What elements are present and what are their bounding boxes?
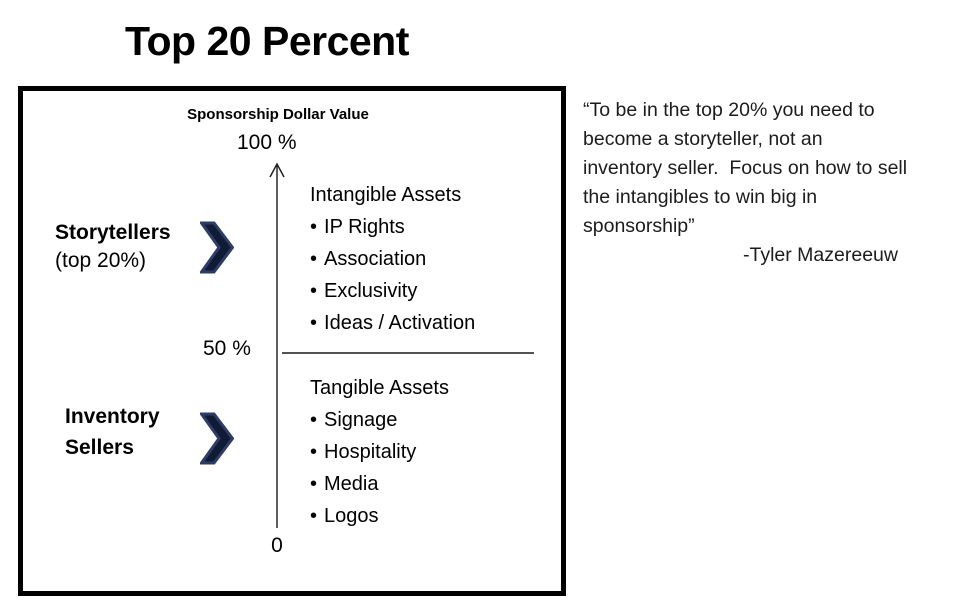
quote-line: the intangibles to win big in bbox=[583, 186, 818, 208]
list-item: • IP Rights bbox=[310, 211, 475, 243]
quote-attribution: -Tyler Mazereeuw bbox=[743, 244, 898, 266]
axis-tick-50: 50 % bbox=[203, 337, 251, 360]
list-item-label: Hospitality bbox=[324, 441, 417, 463]
list-item: • Signage bbox=[310, 404, 449, 436]
bullet-icon: • bbox=[310, 248, 318, 270]
bullet-icon: • bbox=[310, 280, 318, 302]
value-axis bbox=[269, 162, 534, 528]
axis-tick-0: 0 bbox=[271, 534, 283, 557]
list-item: • Ideas / Activation bbox=[310, 307, 475, 339]
quote-line: inventory seller. Focus on how to sell bbox=[583, 157, 908, 179]
storytellers-subtitle: (top 20%) bbox=[55, 249, 147, 272]
tangible-assets-header: Tangible Assets bbox=[310, 377, 449, 399]
storytellers-chevron-icon bbox=[200, 221, 234, 274]
axis-title: Sponsorship Dollar Value bbox=[187, 106, 369, 123]
bullet-icon: • bbox=[310, 505, 318, 527]
intangible-assets-header: Intangible Assets bbox=[310, 184, 462, 206]
inventory-chevron-icon bbox=[200, 412, 234, 465]
list-item: • Media bbox=[310, 468, 449, 500]
diagram-frame: Sponsorship Dollar Value 100 % 50 % 0 St… bbox=[18, 86, 566, 596]
axis-arrowhead-icon bbox=[269, 162, 285, 178]
bullet-icon: • bbox=[310, 216, 318, 238]
list-item: • Logos bbox=[310, 500, 449, 532]
list-item-label: Exclusivity bbox=[324, 280, 418, 302]
bullet-icon: • bbox=[310, 312, 318, 334]
axis-tick-100: 100 % bbox=[237, 131, 297, 154]
list-item: • Hospitality bbox=[310, 436, 449, 468]
tangible-assets-list: Tangible Assets • Signage • Hospitality • M… bbox=[310, 372, 449, 532]
quote-line: “To be in the top 20% you need to bbox=[583, 99, 875, 121]
quote-line: become a storyteller, not an bbox=[583, 128, 823, 150]
intangible-assets-list: Intangible Assets • IP Rights • Associatio… bbox=[310, 179, 475, 339]
list-item: • Exclusivity bbox=[310, 275, 475, 307]
inventory-sellers-label: Inventory Sellers bbox=[65, 401, 160, 463]
list-item-label: Ideas / Activation bbox=[324, 312, 476, 334]
page-title: Top 20 Percent bbox=[125, 18, 409, 64]
bullet-icon: • bbox=[310, 409, 318, 431]
storytellers-title: Storytellers bbox=[55, 221, 171, 244]
list-item-label: Logos bbox=[324, 505, 379, 527]
quote-block: “To be in the top 20% you need to become… bbox=[583, 96, 907, 270]
list-item-label: Media bbox=[324, 473, 379, 495]
list-item-label: Signage bbox=[324, 409, 398, 431]
list-item: • Association bbox=[310, 243, 475, 275]
bullet-icon: • bbox=[310, 473, 318, 495]
inventory-line2: Sellers bbox=[65, 436, 134, 459]
bullet-icon: • bbox=[310, 441, 318, 463]
list-item-label: IP Rights bbox=[324, 216, 405, 238]
list-item-label: Association bbox=[324, 248, 427, 270]
inventory-line1: Inventory bbox=[65, 405, 160, 428]
storytellers-label: Storytellers (top 20%) bbox=[55, 219, 171, 275]
quote-line: sponsorship” bbox=[583, 215, 695, 237]
